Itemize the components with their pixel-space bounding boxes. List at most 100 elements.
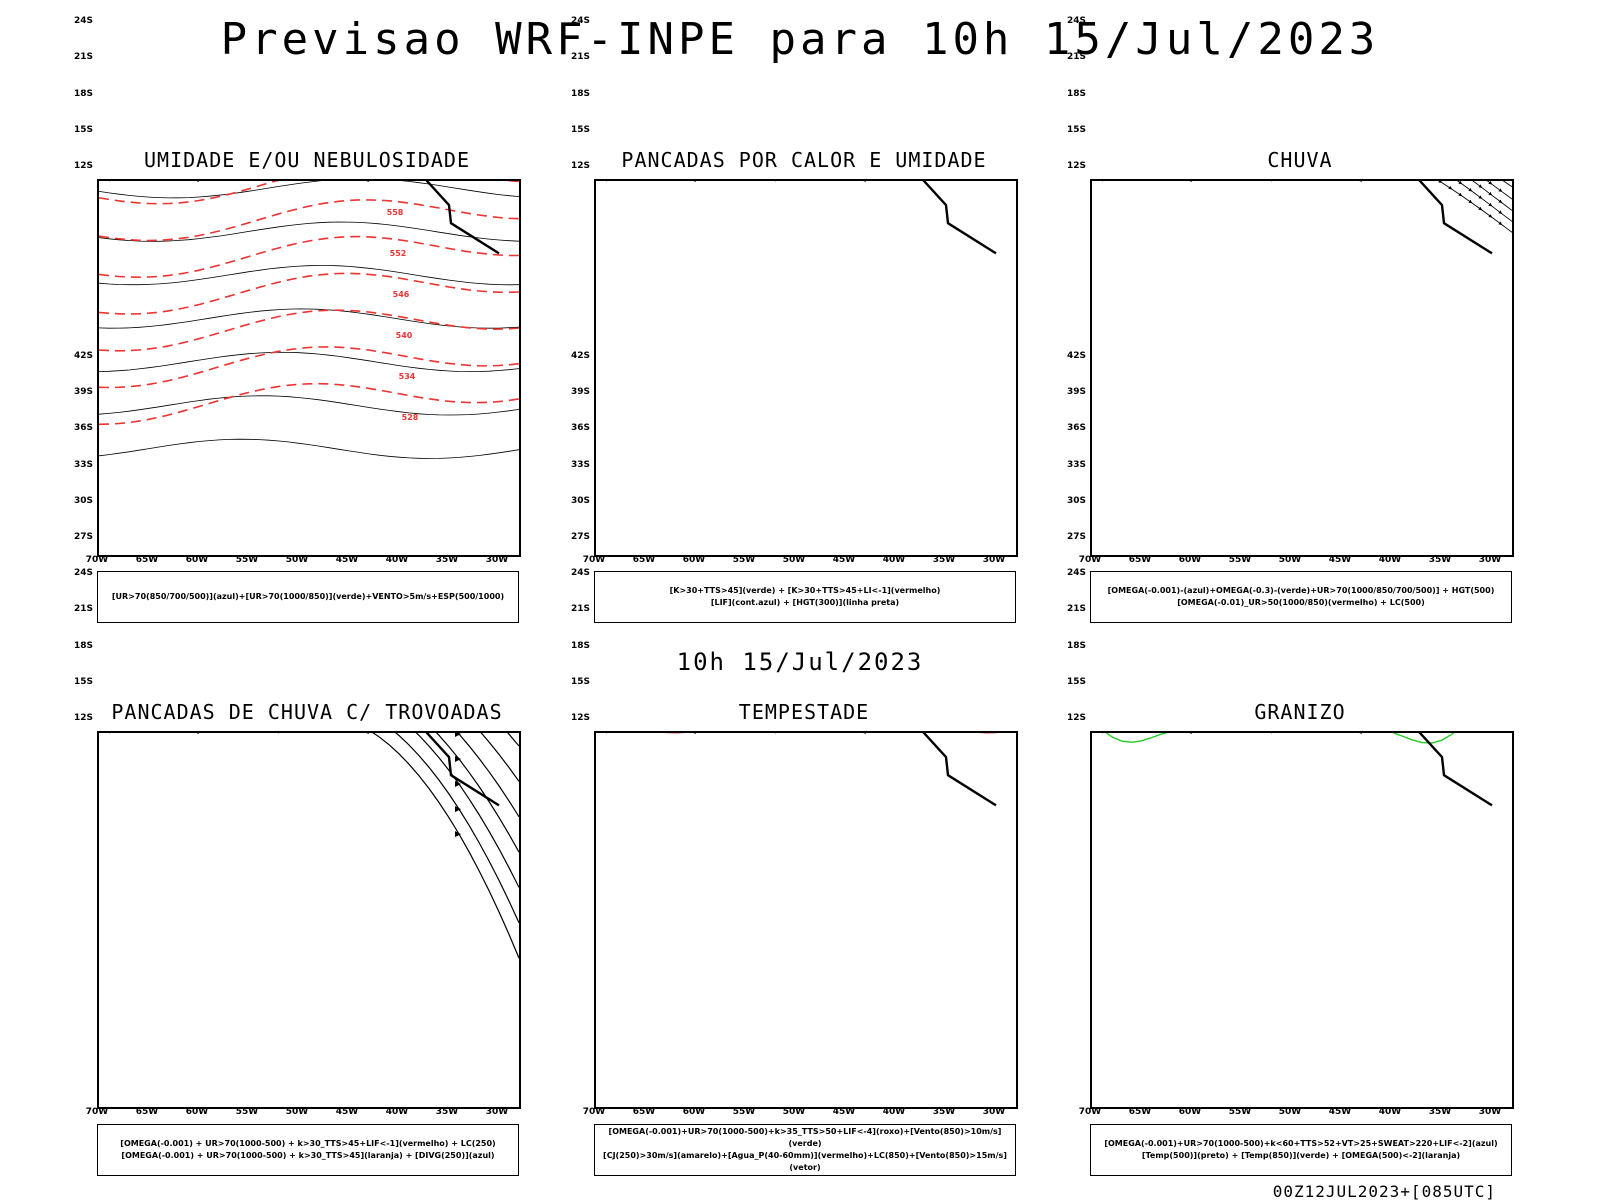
longitude-label: 70W <box>85 555 109 565</box>
latitude-label: 42S <box>73 351 93 361</box>
latitude-label: 24S <box>570 16 590 27</box>
longitude-label: 35W <box>1428 1107 1452 1117</box>
legend-line: [CJ(250)>30m/s](amarelo)+[Agua_P(40-60mm… <box>603 1151 1007 1172</box>
run-timestamp: 00Z12JUL2023+[085UTC] <box>1272 1182 1496 1201</box>
longitude-label: 45W <box>832 555 856 565</box>
latitude-label: 36S <box>570 423 590 434</box>
latitude-label: 24S <box>1066 568 1086 579</box>
legend-box: [OMEGA(-0.001)+UR>70(1000-500)+k>35_TTS>… <box>594 1124 1016 1176</box>
latitude-label: 30S <box>570 495 590 506</box>
longitude-label: 50W <box>1278 555 1302 565</box>
latitude-label: 39S <box>570 387 590 398</box>
latitude-label: 36S <box>1066 423 1086 434</box>
latitude-label: 15S <box>570 124 590 135</box>
longitude-label: 40W <box>882 1107 906 1117</box>
longitude-label: 60W <box>1178 555 1202 565</box>
longitude-label: 30W <box>982 555 1006 565</box>
map-canvas <box>606 733 999 807</box>
latitude-label: 39S <box>73 387 93 398</box>
longitude-label: 30W <box>1478 1107 1502 1117</box>
legend-line: [UR>70(850/700/500)](azul)+[UR>70(1000/8… <box>111 592 505 601</box>
latitude-label: 30S <box>73 495 93 506</box>
longitude-label: 55W <box>235 1107 259 1117</box>
map-canvas <box>109 733 519 959</box>
latitude-label: 15S <box>570 676 590 687</box>
contour-label: 528 <box>402 413 419 422</box>
latitude-label: 15S <box>1066 124 1086 135</box>
latitude-label: 15S <box>73 124 93 135</box>
latitude-label: 21S <box>570 52 590 63</box>
map-frame <box>97 731 521 1109</box>
panel-title: TEMPESTADE <box>738 700 870 724</box>
legend-line: [OMEGA(-0.001) + UR>70(1000-500) + k>30_… <box>121 1151 495 1160</box>
latitude-label: 21S <box>1066 52 1086 63</box>
longitude-label: 60W <box>185 1107 209 1117</box>
latitude-label: 27S <box>1066 531 1086 542</box>
longitude-label: 30W <box>1478 555 1502 565</box>
longitude-label: 35W <box>435 555 459 565</box>
map-frame: 9600960095209520944094409360936092809280… <box>594 179 1018 557</box>
panel-title: CHUVA <box>1267 148 1333 172</box>
longitude-label: 50W <box>782 555 806 565</box>
longitude-label: 35W <box>435 1107 459 1117</box>
longitude-label: 55W <box>732 555 756 565</box>
legend-line: [OMEGA(-0.001)+UR>70(1000-500)+k<60+TTS>… <box>1104 1139 1498 1148</box>
contour-label: 534 <box>399 372 416 381</box>
longitude-label: 50W <box>285 555 309 565</box>
longitude-label: 35W <box>932 1107 956 1117</box>
longitude-label: 30W <box>485 1107 509 1117</box>
latitude-label: 18S <box>73 88 93 99</box>
contour-label: 540 <box>396 331 413 340</box>
longitude-label: 45W <box>832 1107 856 1117</box>
longitude-label: 45W <box>335 1107 359 1117</box>
latitude-label: 27S <box>73 531 93 542</box>
longitude-label: 70W <box>1078 1107 1102 1117</box>
latitude-label: 21S <box>73 604 93 615</box>
longitude-label: 65W <box>1128 555 1152 565</box>
longitude-label: 40W <box>1378 1107 1402 1117</box>
latitude-label: 12S <box>1066 712 1086 723</box>
latitude-label: 12S <box>73 712 93 723</box>
legend-box: [OMEGA(-0.001) + UR>70(1000-500) + k>30_… <box>97 1124 519 1176</box>
latitude-label: 30S <box>1066 495 1086 506</box>
legend-line: [OMEGA(-0.001)+UR>70(1000-500)+k>35_TTS>… <box>608 1127 1002 1148</box>
contour-label: 552 <box>390 249 407 258</box>
longitude-label: 35W <box>1428 555 1452 565</box>
legend-box: [OMEGA(-0.001)+UR>70(1000-500)+k<60+TTS>… <box>1090 1124 1512 1176</box>
latitude-label: 33S <box>73 459 93 470</box>
legend-line: [OMEGA(-0.001) + UR>70(1000-500) + k>30_… <box>120 1139 496 1148</box>
panel-title: GRANIZO <box>1254 700 1346 724</box>
longitude-label: 65W <box>1128 1107 1152 1117</box>
longitude-label: 55W <box>1228 1107 1252 1117</box>
latitude-label: 15S <box>1066 676 1086 687</box>
latitude-label: 18S <box>570 640 590 651</box>
longitude-label: 45W <box>1328 1107 1352 1117</box>
longitude-label: 45W <box>335 555 359 565</box>
latitude-label: 42S <box>570 351 590 361</box>
longitude-label: 35W <box>932 555 956 565</box>
latitude-label: 21S <box>73 52 93 63</box>
map-frame <box>594 731 1018 1109</box>
latitude-label: 39S <box>1066 387 1086 398</box>
longitude-label: 30W <box>982 1107 1006 1117</box>
longitude-label: 50W <box>285 1107 309 1117</box>
latitude-label: 12S <box>1066 160 1086 171</box>
latitude-label: 24S <box>570 568 590 579</box>
longitude-label: 50W <box>1278 1107 1302 1117</box>
longitude-label: 45W <box>1328 555 1352 565</box>
latitude-label: 24S <box>1066 16 1086 27</box>
row-date-title: 10h 15/Jul/2023 <box>676 648 924 676</box>
longitude-label: 65W <box>632 1107 656 1117</box>
longitude-label: 70W <box>85 1107 109 1117</box>
longitude-label: 70W <box>1078 555 1102 565</box>
longitude-label: 40W <box>385 1107 409 1117</box>
latitude-label: 24S <box>73 16 93 27</box>
longitude-label: 40W <box>385 555 409 565</box>
longitude-label: 60W <box>1178 1107 1202 1117</box>
longitude-label: 70W <box>582 1107 606 1117</box>
latitude-label: 21S <box>570 604 590 615</box>
longitude-label: 70W <box>582 555 606 565</box>
map-canvas: -9-6-3-12-12-15-15-18-18-21-24-27-30-30-… <box>1102 733 1493 807</box>
longitude-label: 65W <box>632 555 656 565</box>
contour-label: 558 <box>387 208 404 217</box>
